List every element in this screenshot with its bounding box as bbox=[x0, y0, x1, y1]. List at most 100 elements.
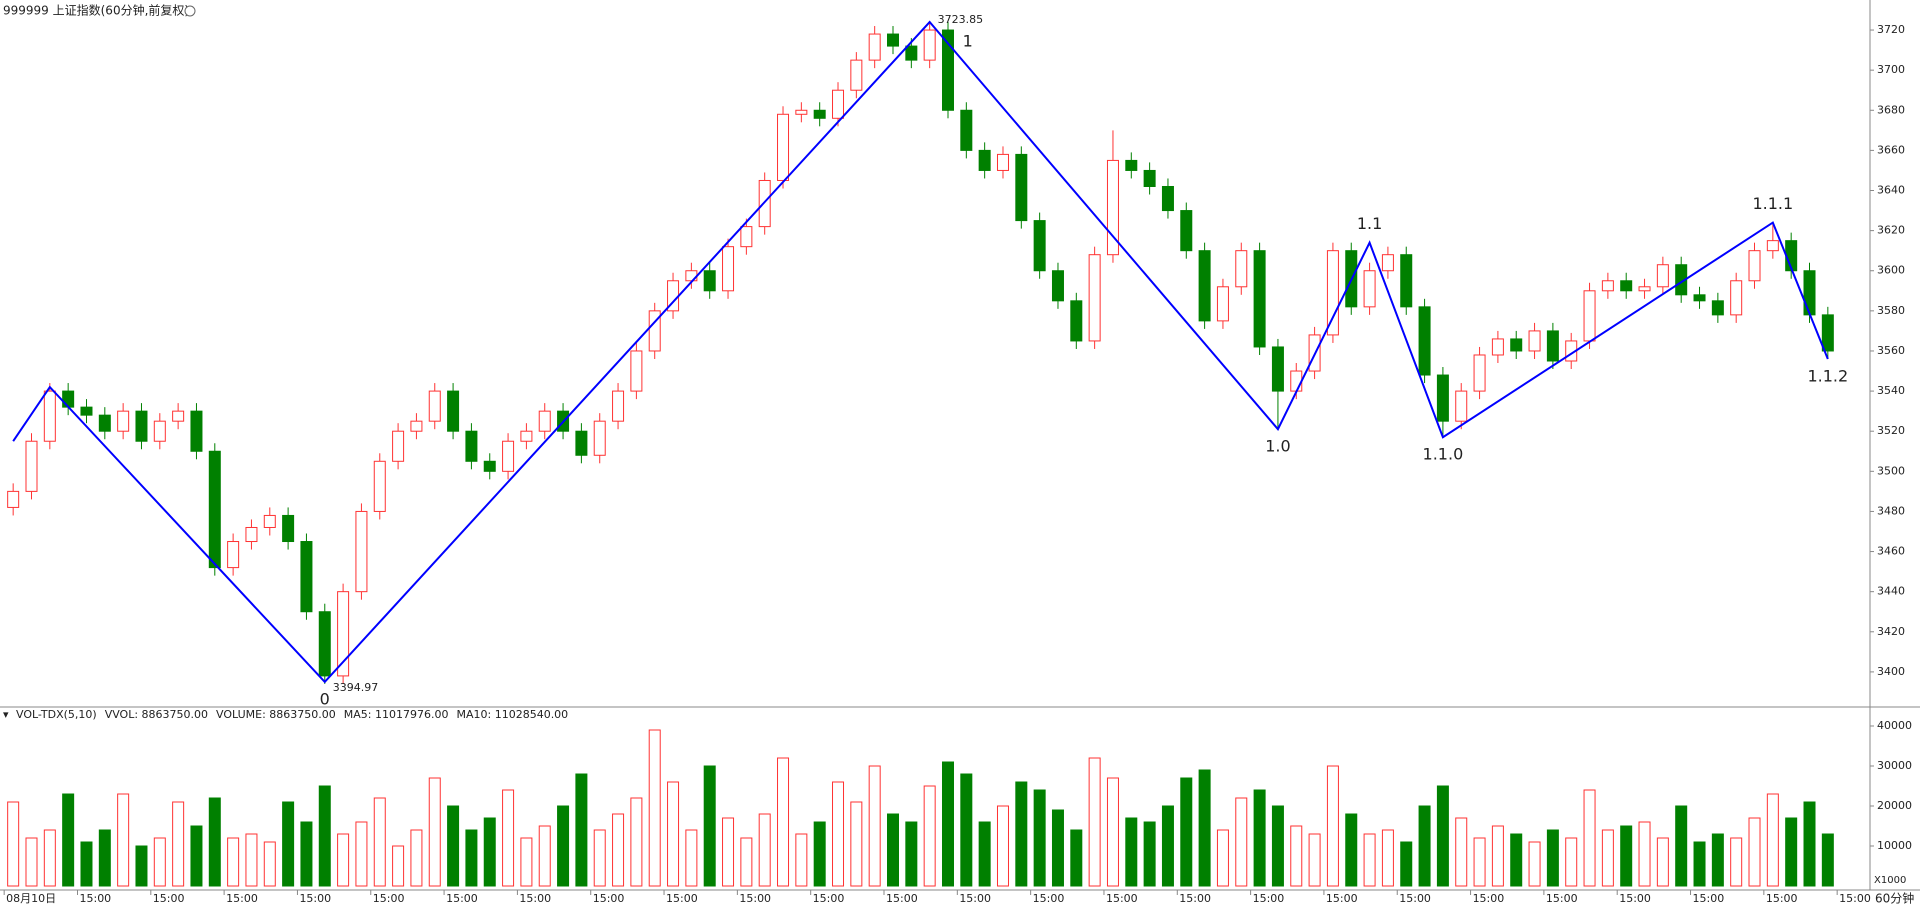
x-tick-label: 15:00 bbox=[299, 892, 331, 905]
candle-body bbox=[648, 310, 661, 352]
candle-body bbox=[941, 29, 954, 111]
volume-bar bbox=[208, 797, 221, 887]
candle-body bbox=[960, 109, 973, 151]
volume-bar bbox=[1051, 809, 1064, 887]
candle-body bbox=[1711, 300, 1724, 316]
candle-body bbox=[1418, 306, 1431, 376]
candle-body bbox=[996, 153, 1009, 171]
candle-body bbox=[300, 541, 313, 613]
menu-icon[interactable] bbox=[184, 5, 196, 17]
volume-bar bbox=[667, 781, 680, 887]
candle-body bbox=[1473, 354, 1486, 392]
wave-label: 1.1.0 bbox=[1423, 445, 1464, 464]
volume-bar bbox=[1803, 801, 1816, 887]
volume-bar bbox=[1436, 785, 1449, 887]
candle-body bbox=[337, 591, 350, 677]
y-tick-label: 3500 bbox=[1877, 464, 1905, 477]
x-tick-label: 15:00 bbox=[1619, 892, 1651, 905]
volume-bar bbox=[1125, 817, 1138, 887]
candle-body bbox=[1326, 250, 1339, 336]
candle-body bbox=[1161, 185, 1174, 212]
candle-body bbox=[172, 410, 185, 422]
candle-body bbox=[1455, 390, 1468, 422]
volume-bar bbox=[923, 785, 936, 887]
candle-body bbox=[905, 45, 918, 61]
volume-bar bbox=[7, 801, 20, 887]
volume-bar bbox=[1308, 833, 1321, 887]
unit-label: X1000 bbox=[1874, 875, 1906, 886]
y-tick-label: 10000 bbox=[1877, 839, 1912, 852]
candle-body bbox=[1290, 370, 1303, 392]
candle-body bbox=[850, 59, 863, 91]
x-tick-label: 15:00 bbox=[1033, 892, 1065, 905]
volume-bar bbox=[868, 765, 881, 887]
volume-bar bbox=[447, 805, 460, 887]
volume-bar bbox=[1785, 817, 1798, 887]
y-tick-label: 3680 bbox=[1877, 103, 1905, 116]
candle-body bbox=[263, 514, 276, 528]
volume-bar bbox=[1033, 789, 1046, 887]
volume-bar bbox=[557, 805, 570, 887]
candle-body bbox=[502, 440, 515, 472]
candle-body bbox=[1033, 220, 1046, 272]
volume-bar bbox=[245, 833, 258, 887]
candle-body bbox=[318, 611, 331, 677]
chart-title: 999999 上证指数(60分钟,前复权) bbox=[3, 3, 189, 18]
x-tick-label: 15:00 bbox=[226, 892, 258, 905]
wave-label: 0 bbox=[320, 689, 330, 708]
volume-bar bbox=[337, 833, 350, 887]
candle-body bbox=[575, 430, 588, 456]
candle-body bbox=[520, 430, 533, 442]
volume-bar bbox=[850, 801, 863, 887]
volume-bar bbox=[777, 757, 790, 887]
y-tick-label: 20000 bbox=[1877, 799, 1912, 812]
candle-body bbox=[887, 33, 900, 47]
volume-bar bbox=[630, 797, 643, 887]
volume-bar bbox=[1546, 829, 1559, 887]
volume-bar bbox=[1326, 765, 1339, 887]
volume-bar bbox=[685, 829, 698, 887]
volume-bar bbox=[703, 765, 716, 887]
candle-body bbox=[1070, 300, 1083, 342]
x-tick-label: 15:00 bbox=[373, 892, 405, 905]
wave-label: 1.1.2 bbox=[1807, 366, 1848, 385]
x-tick-label: 15:00 bbox=[593, 892, 625, 905]
volume-bar bbox=[318, 785, 331, 887]
candle-body bbox=[153, 420, 166, 442]
candle-body bbox=[7, 490, 20, 508]
candle-body bbox=[1106, 159, 1119, 256]
candle-body bbox=[1491, 338, 1504, 356]
candle-body bbox=[25, 440, 38, 492]
y-tick-label: 3460 bbox=[1877, 545, 1905, 558]
candle-body bbox=[703, 270, 716, 292]
candle-body bbox=[410, 420, 423, 432]
x-tick-label: 15:00 bbox=[813, 892, 845, 905]
low-label: 3394.97 bbox=[333, 681, 379, 694]
volume-bar bbox=[648, 729, 661, 887]
y-tick-label: 3720 bbox=[1877, 23, 1905, 36]
volume-bar bbox=[1198, 769, 1211, 887]
x-tick-label: 15:00 bbox=[1473, 892, 1505, 905]
volume-bar bbox=[1253, 789, 1266, 887]
volume-bar bbox=[80, 841, 93, 887]
x-tick-label: 15:00 bbox=[739, 892, 771, 905]
volume-bar bbox=[887, 813, 900, 887]
candle-body bbox=[465, 430, 478, 462]
x-tick-label: 15:00 bbox=[886, 892, 918, 905]
volume-bar bbox=[1583, 789, 1596, 887]
volume-bar bbox=[1345, 813, 1358, 887]
wave-label: 1 bbox=[963, 32, 973, 51]
candle-body bbox=[190, 410, 203, 452]
candle-body bbox=[923, 29, 936, 61]
candle-body bbox=[813, 109, 826, 119]
y-tick-label: 3420 bbox=[1877, 625, 1905, 638]
volume-bar bbox=[117, 793, 130, 887]
volume-bar bbox=[740, 837, 753, 887]
candle-body bbox=[740, 226, 753, 248]
x-tick-label: 15:00 bbox=[1839, 892, 1871, 905]
volume-bar bbox=[1510, 833, 1523, 887]
x-tick-label: 15:00 bbox=[1546, 892, 1578, 905]
volume-bar bbox=[392, 845, 405, 887]
